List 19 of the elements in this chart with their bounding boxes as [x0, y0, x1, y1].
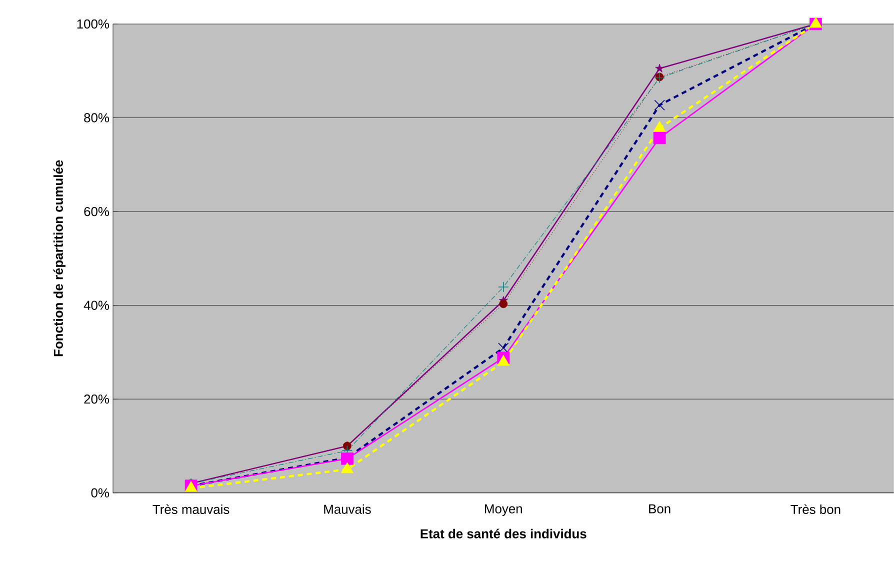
point: [655, 64, 664, 72]
point: [653, 132, 666, 144]
point: [654, 100, 665, 110]
y-axis-title: Fonction de répartition cumulée: [53, 160, 66, 356]
y-tick-label: 60%: [84, 207, 110, 216]
x-tick-label: Très mauvais: [152, 504, 230, 514]
y-tick-label: 80%: [84, 113, 110, 122]
x-tick-label: Mauvais: [324, 504, 371, 514]
x-axis-title: Etat de santé des individus: [420, 528, 586, 538]
y-tick-label: 0%: [91, 488, 110, 498]
x-tick-label: Très bon: [790, 504, 840, 514]
x-tick-label: Moyen: [485, 504, 522, 516]
point: [498, 282, 509, 292]
point: [498, 342, 509, 354]
point: [499, 300, 508, 308]
y-tick-label: 40%: [84, 300, 110, 310]
y-tick-label: 20%: [84, 394, 110, 404]
x-tick-label: Bon: [649, 504, 670, 514]
y-tick-label: 100%: [77, 19, 110, 29]
